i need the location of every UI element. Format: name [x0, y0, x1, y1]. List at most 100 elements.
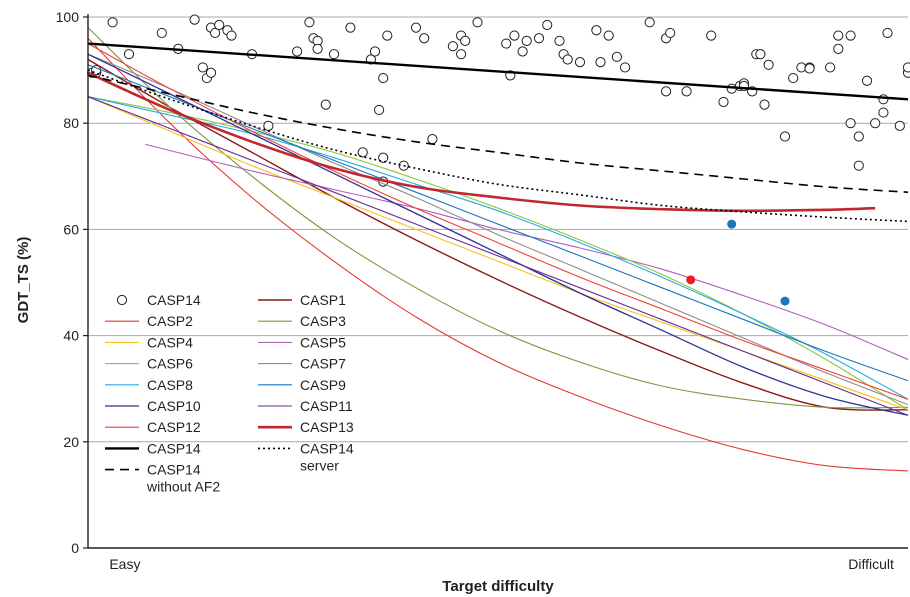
legend-label: CASP1: [300, 292, 346, 308]
y-axis-title: GDT_TS (%): [15, 237, 32, 324]
scatter-point: [591, 25, 602, 36]
scatter-point: [706, 30, 717, 41]
legend-label: CASP13: [300, 419, 354, 435]
scatter-point: [521, 35, 532, 46]
scatter-point: [542, 19, 553, 31]
scatter-point: [894, 120, 905, 131]
scatter-point: [226, 30, 237, 41]
scatter-point: [620, 62, 631, 73]
legend-label: CASP3: [300, 313, 346, 329]
scatter-point: [681, 86, 692, 97]
series-line: [87, 37, 909, 472]
scatter-point: [755, 49, 766, 60]
scatter-point: [574, 57, 586, 68]
highlight-point: [780, 296, 790, 306]
highlight-point: [686, 275, 696, 285]
scatter-point: [661, 86, 672, 97]
series-line: [87, 43, 909, 400]
series-line: [87, 96, 909, 411]
highlight-points: [686, 219, 790, 306]
scatter-point: [509, 30, 520, 41]
scatter-point: [644, 17, 655, 28]
scatter-point: [312, 43, 323, 54]
scatter-point: [759, 99, 770, 110]
legend-label: CASP9: [300, 377, 346, 393]
scatter-point: [533, 33, 545, 44]
legend-label: CASP2: [147, 313, 193, 329]
y-ticks: 0 20 40 60 80 100: [56, 9, 88, 556]
series-line: [87, 27, 909, 409]
series-line: [87, 42, 909, 101]
scatter-point: [427, 134, 438, 145]
scatter-point: [345, 22, 356, 33]
legend-label: CASP5: [300, 334, 346, 350]
series-line: [87, 74, 909, 193]
series-line: [87, 96, 909, 416]
scatter-point: [374, 104, 385, 116]
series-line: [87, 71, 876, 213]
scatter-point: [804, 63, 815, 74]
scatter-point: [882, 27, 893, 39]
series-line: [87, 69, 909, 223]
scatter-point: [447, 41, 458, 52]
scatter-point: [210, 27, 221, 39]
y-tick-label: 60: [63, 221, 79, 237]
scatter-point: [603, 30, 614, 41]
scatter-point: [595, 57, 606, 68]
scatter-point: [501, 38, 512, 49]
scatter-point: [833, 43, 844, 54]
scatter-point: [460, 35, 471, 46]
scatter-point: [845, 118, 856, 129]
scatter-point: [853, 160, 864, 171]
scatter-point: [825, 62, 836, 73]
legend-label: CASP7: [300, 356, 346, 372]
legend-label: CASP14 without AF2: [146, 462, 220, 495]
scatter-point: [205, 67, 217, 78]
legend-label: CASP14: [147, 440, 201, 456]
scatter-point: [878, 107, 889, 118]
scatter-point: [718, 96, 729, 108]
scatter-point: [156, 27, 167, 39]
scatter-point: [410, 22, 422, 33]
y-tick-label: 20: [63, 434, 79, 450]
scatter-point: [870, 118, 881, 129]
scatter-point: [562, 54, 573, 65]
scatter-point: [517, 46, 528, 57]
series-line: [87, 96, 909, 400]
legend-label: CASP10: [147, 398, 201, 414]
scatter-point: [779, 131, 791, 142]
scatter-point: [833, 30, 844, 41]
legend-label: CASP14: [147, 292, 201, 308]
scatter-point: [197, 62, 208, 73]
scatter-point: [611, 51, 623, 62]
y-tick-label: 80: [63, 115, 79, 131]
x-tick-label: Difficult: [848, 556, 894, 572]
scatter-point: [107, 17, 118, 28]
axes: [87, 14, 908, 549]
x-ticks: Easy Difficult: [109, 556, 894, 572]
y-tick-label: 0: [71, 540, 79, 556]
series-line: [87, 53, 909, 406]
legend: CASP14 CASP2 CASP4 CASP6 CASP8 CASP10 CASP12 CA…: [105, 292, 354, 495]
scatter-point: [189, 14, 200, 25]
series-line: [87, 53, 909, 416]
scatter-point: [472, 17, 483, 28]
scatter-point: [788, 72, 799, 84]
y-tick-label: 100: [56, 9, 80, 25]
scatter-point: [378, 72, 389, 84]
y-tick-label: 40: [63, 328, 79, 344]
scatter-point: [263, 120, 274, 131]
x-axis-title: Target difficulty: [442, 578, 554, 595]
scatter-point: [419, 33, 430, 44]
legend-label: CASP11: [300, 398, 353, 414]
scatter-point: [292, 46, 303, 57]
scatter-point: [214, 19, 225, 31]
series-line: [87, 96, 909, 411]
scatter-point: [853, 131, 864, 142]
series-line: [145, 143, 909, 361]
scatter-point: [665, 27, 676, 39]
legend-label: CASP14 server: [300, 440, 354, 473]
scatter-point: [902, 62, 910, 73]
scatter-point: [378, 152, 389, 163]
